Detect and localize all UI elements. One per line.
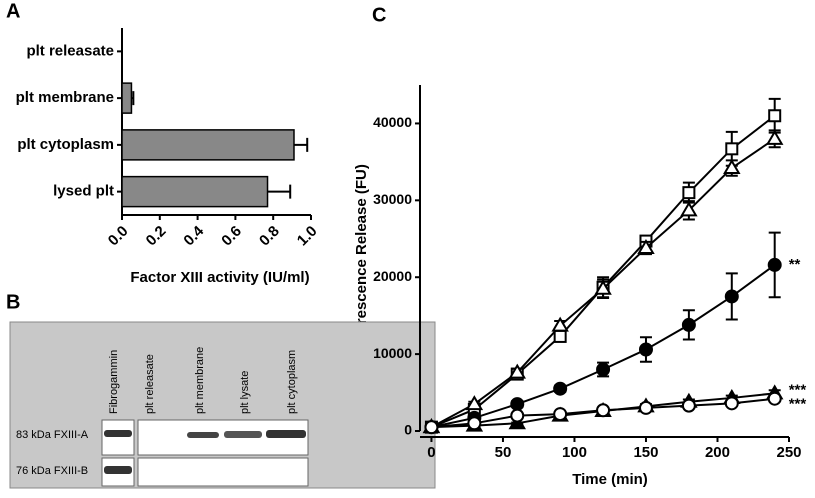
y-axis-title: Fluorescence Release (FU) xyxy=(353,164,370,356)
marker xyxy=(553,329,567,343)
x-tick-label: 250 xyxy=(776,444,801,461)
marker xyxy=(768,109,782,123)
lane-label: plt lysate xyxy=(239,371,251,414)
error-bar xyxy=(293,137,309,152)
marker xyxy=(765,129,784,145)
x-tick-label: 0.8 xyxy=(256,223,283,250)
marker xyxy=(467,416,482,431)
row-label: 83 kDa FXIII-A xyxy=(16,429,89,441)
band xyxy=(266,430,306,438)
x-tick-label: 50 xyxy=(495,444,512,461)
lane-label: Fibrogammin xyxy=(108,350,120,414)
marker xyxy=(724,396,739,411)
x-tick-label: 1.0 xyxy=(294,223,321,250)
marker xyxy=(553,381,568,396)
bar xyxy=(121,82,133,114)
blot-panel xyxy=(101,419,135,456)
band xyxy=(187,432,219,438)
y-tick-label: 40000 xyxy=(373,114,412,130)
marker xyxy=(510,397,525,412)
marker xyxy=(594,279,612,295)
y-tick-label: plt releasate xyxy=(26,42,114,59)
marker xyxy=(680,201,698,217)
x-tick-label: 0 xyxy=(427,444,435,461)
marker xyxy=(725,142,739,156)
marker xyxy=(638,342,653,357)
y-tick-label: 10000 xyxy=(373,345,412,361)
x-tick-label: 200 xyxy=(705,444,730,461)
marker xyxy=(637,239,655,255)
marker xyxy=(723,159,741,175)
marker xyxy=(508,363,526,379)
annotation: ** xyxy=(789,256,801,273)
marker xyxy=(551,316,569,332)
lane-label: plt cytoplasm xyxy=(286,350,298,414)
x-tick-label: 0.4 xyxy=(180,222,207,249)
y-tick-label: plt cytoplasm xyxy=(17,136,114,153)
x-tick-label: 0.6 xyxy=(218,223,245,250)
annotation: *** xyxy=(789,396,807,413)
x-axis-title: Time (min) xyxy=(572,471,648,488)
marker xyxy=(596,362,611,377)
row-label: 76 kDa FXIII-B xyxy=(16,465,88,477)
panel-letter: A xyxy=(6,0,20,22)
y-tick-label: plt membrane xyxy=(16,89,114,106)
blot xyxy=(9,321,436,489)
marker xyxy=(553,407,568,422)
marker xyxy=(510,408,525,423)
panel-letter: B xyxy=(6,291,20,313)
lane-label: plt membrane xyxy=(194,347,206,414)
annotation: *** xyxy=(789,381,807,398)
blot-panel xyxy=(137,457,309,487)
y-tick-label: lysed plt xyxy=(53,183,114,200)
x-tick-label: 0.2 xyxy=(143,223,170,250)
marker xyxy=(681,398,696,413)
bar xyxy=(121,175,269,208)
x-tick-label: 100 xyxy=(562,444,587,461)
marker xyxy=(767,391,782,406)
x-tick-label: 150 xyxy=(633,444,658,461)
x-tick-label: 0.0 xyxy=(105,223,132,250)
marker xyxy=(638,400,653,415)
x-axis-title: Factor XIII activity (IU/ml) xyxy=(130,269,309,286)
bar xyxy=(121,129,295,161)
marker xyxy=(724,289,739,304)
marker xyxy=(424,420,439,435)
band xyxy=(104,430,132,437)
y-tick-label: 30000 xyxy=(373,191,412,207)
panel-letter: C xyxy=(372,4,386,26)
y-tick-label: 0 xyxy=(404,422,412,438)
marker xyxy=(681,317,696,332)
marker xyxy=(767,257,782,272)
lane-label: plt releasate xyxy=(144,354,156,414)
y-tick-label: 20000 xyxy=(373,268,412,284)
error-bar xyxy=(267,184,292,199)
band xyxy=(104,466,132,474)
marker xyxy=(682,186,696,200)
band xyxy=(224,431,262,438)
marker xyxy=(596,403,611,418)
marker xyxy=(465,395,484,411)
error-bar xyxy=(131,91,135,106)
series-line xyxy=(431,114,776,429)
